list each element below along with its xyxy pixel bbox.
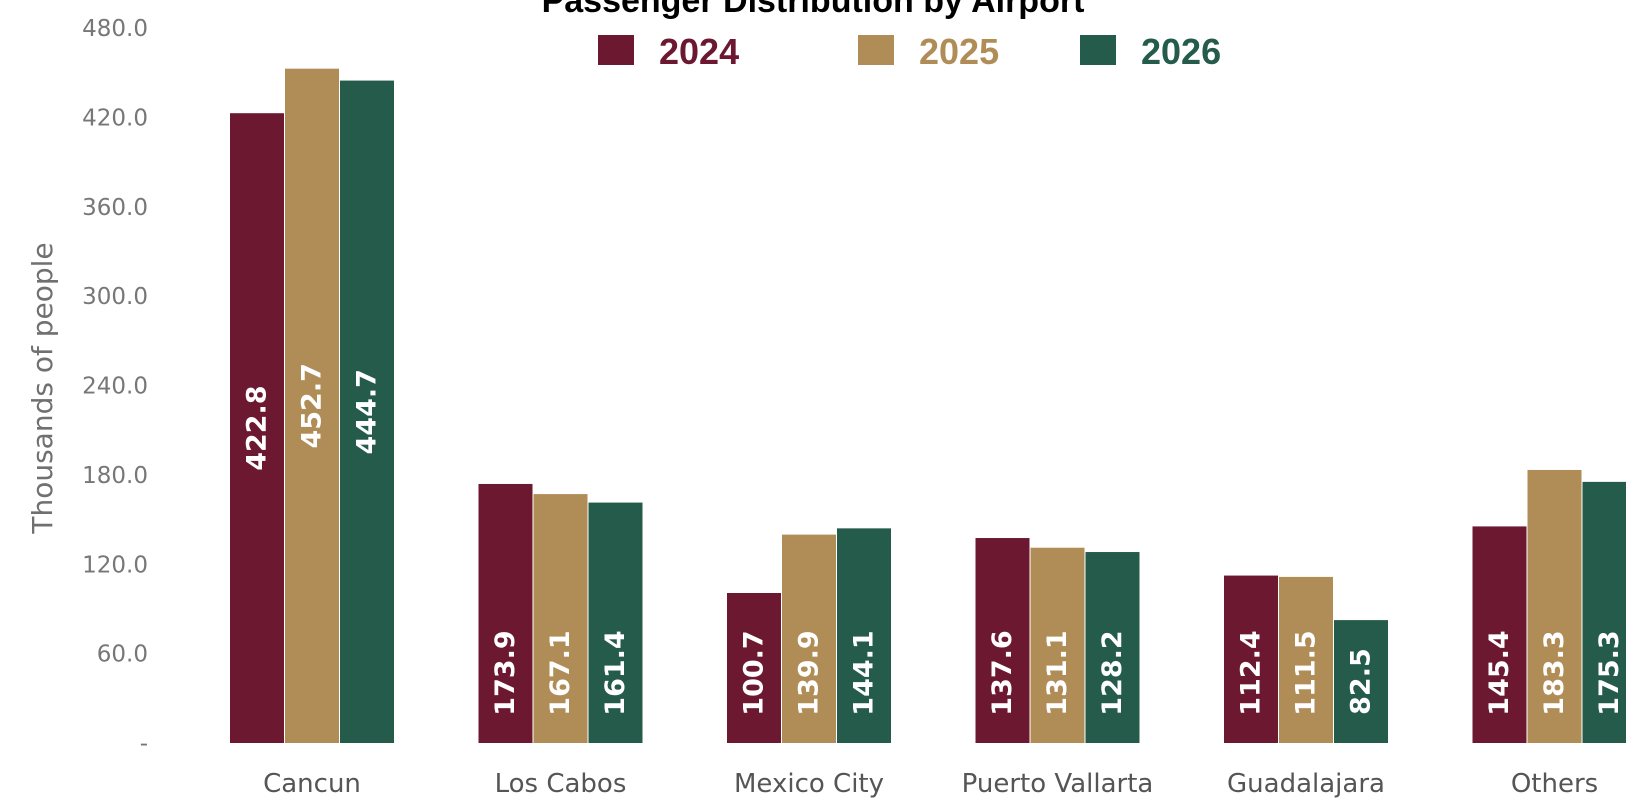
data-label-others-2024: 145.4 [1484, 630, 1515, 715]
data-label-others-2026: 175.3 [1594, 630, 1625, 715]
y-tick-label: 180.0 [82, 463, 148, 489]
bar-cancun-2025 [285, 68, 339, 743]
legend: 2024 2025 2026 [598, 31, 1221, 72]
data-label-others-2025: 183.3 [1539, 630, 1570, 715]
bar-others-2025 [1527, 469, 1582, 743]
y-tick-label: 60.0 [97, 642, 148, 668]
legend-swatch-2024 [598, 35, 634, 65]
y-axis-label: Thousands of people [26, 242, 59, 534]
bar-los-cabos-2025 [533, 494, 588, 743]
y-tick-label: 240.0 [82, 374, 148, 400]
legend-swatch-2025 [858, 35, 894, 65]
data-label-guadalajara-2025: 111.5 [1291, 630, 1322, 715]
chart-title: Passenger Distribution by Airport [542, 0, 1085, 20]
x-tick-label-guadalajara: Guadalajara [1227, 769, 1385, 799]
bar-others-2026 [1582, 481, 1626, 743]
data-label-puerto-vallarta-2025: 131.1 [1042, 630, 1073, 715]
bar-puerto-vallarta-2025 [1030, 547, 1085, 743]
bar-guadalajara-2024 [1224, 575, 1278, 743]
legend-swatch-2026 [1080, 35, 1116, 65]
y-tick-label: 480.0 [82, 16, 148, 42]
legend-label-2024: 2024 [659, 31, 739, 72]
bar-mexico-city-2026 [837, 528, 891, 743]
data-label-mexico-city-2025: 139.9 [794, 630, 825, 715]
data-label-los-cabos-2025: 167.1 [545, 630, 576, 715]
data-label-guadalajara-2024: 112.4 [1236, 630, 1267, 715]
data-label-guadalajara-2026: 82.5 [1346, 648, 1377, 715]
bar-puerto-vallarta-2024 [975, 538, 1030, 743]
x-tick-label-others: Others [1511, 769, 1598, 799]
data-label-puerto-vallarta-2026: 128.2 [1097, 630, 1128, 715]
data-label-los-cabos-2026: 161.4 [600, 630, 631, 715]
y-tick-label: 120.0 [82, 552, 148, 578]
x-tick-label-mexico-city: Mexico City [734, 769, 884, 799]
x-tick-label-los-cabos: Los Cabos [495, 769, 627, 799]
data-label-puerto-vallarta-2024: 137.6 [987, 630, 1018, 715]
bar-mexico-city-2024 [727, 592, 781, 743]
x-tick-label-cancun: Cancun [263, 769, 361, 799]
data-label-mexico-city-2024: 100.7 [739, 630, 770, 715]
bar-mexico-city-2025 [782, 534, 836, 743]
legend-label-2025: 2025 [919, 31, 999, 72]
x-axis-ticks: Cancun Los Cabos Mexico City Puerto Vallart… [263, 769, 1598, 799]
x-tick-label-puerto-vallarta: Puerto Vallarta [962, 769, 1154, 799]
bar-los-cabos-2026 [588, 502, 643, 743]
bar-others-2024 [1472, 526, 1527, 743]
data-label-cancun-2025: 452.7 [297, 363, 328, 448]
y-tick-label: 360.0 [82, 195, 148, 221]
bar-los-cabos-2024 [478, 483, 533, 743]
y-tick-label: 420.0 [82, 105, 148, 131]
data-labels: 422.8 452.7 444.7 173.9 167.1 161.4 100.7 139.9… [242, 363, 1626, 716]
legend-label-2026: 2026 [1141, 31, 1221, 72]
y-tick-label: 300.0 [82, 284, 148, 310]
data-label-cancun-2024: 422.8 [242, 385, 273, 470]
bar-guadalajara-2026 [1334, 620, 1388, 743]
bar-cancun-2026 [340, 80, 394, 744]
data-label-mexico-city-2026: 144.1 [849, 630, 880, 715]
bar-guadalajara-2025 [1279, 576, 1333, 743]
bars [230, 68, 1626, 744]
bar-puerto-vallarta-2026 [1085, 552, 1140, 743]
data-label-los-cabos-2024: 173.9 [490, 630, 521, 715]
y-tick-label: - [140, 731, 148, 757]
y-axis-ticks: - 60.0 120.0 180.0 240.0 300.0 360.0 420.0 480.0 [82, 16, 148, 757]
bar-cancun-2024 [230, 113, 284, 744]
data-label-cancun-2026: 444.7 [352, 369, 383, 454]
